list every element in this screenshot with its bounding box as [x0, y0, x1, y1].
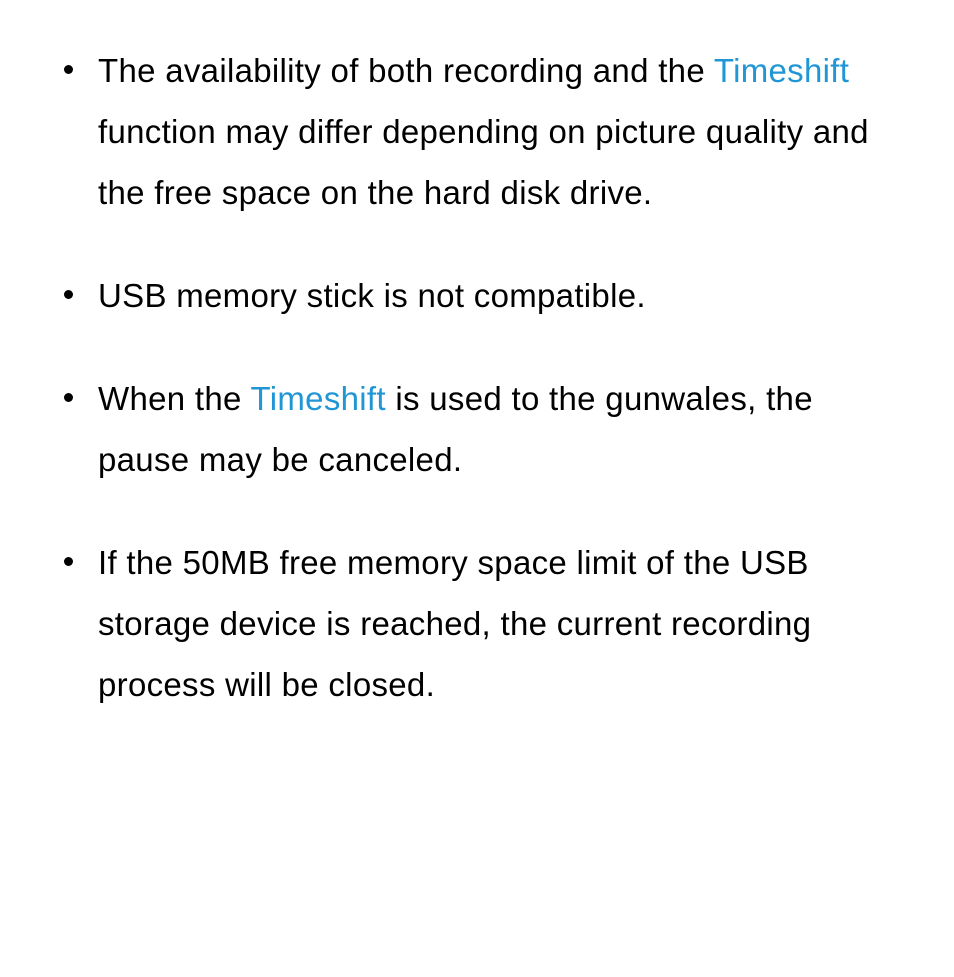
- list-item: When the Timeshift is used to the gunwal…: [50, 368, 904, 490]
- list-item: If the 50MB free memory space limit of t…: [50, 532, 904, 715]
- text-segment: When the: [98, 380, 251, 417]
- highlight-text: Timeshift: [251, 380, 386, 417]
- list-item: The availability of both recording and t…: [50, 40, 904, 223]
- list-item: USB memory stick is not compatible.: [50, 265, 904, 326]
- highlight-text: Timeshift: [714, 52, 849, 89]
- text-segment: USB memory stick is not compatible.: [98, 277, 646, 314]
- text-segment: The availability of both recording and t…: [98, 52, 714, 89]
- text-segment: If the 50MB free memory space limit of t…: [98, 544, 811, 703]
- text-segment: function may differ depending on picture…: [98, 113, 869, 211]
- bullet-list: The availability of both recording and t…: [50, 40, 904, 715]
